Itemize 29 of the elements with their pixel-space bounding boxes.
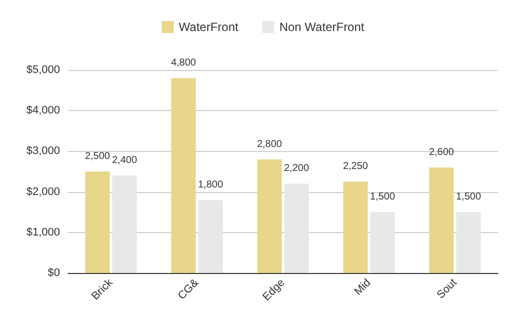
data-label: 2,800 [256,138,282,150]
data-label: 1,800 [198,179,224,190]
legend-label: WaterFront [178,20,239,34]
legend-label: Non WaterFront [279,20,365,34]
bar [112,176,137,273]
bar [284,184,309,273]
bar [171,78,196,273]
bar [370,212,395,273]
data-label: 2,500 [84,151,110,162]
y-tick-label: $5,000 [26,64,60,76]
x-tick-label: Mid [352,276,374,298]
bar [456,212,481,273]
bar [429,167,454,273]
y-tick-label: $4,000 [26,104,60,117]
data-label: 1,500 [370,192,396,203]
data-label: 4,800 [170,58,196,69]
data-label: 1,500 [456,192,482,203]
bar [198,200,223,273]
y-tick-label: $0 [48,267,60,279]
y-tick-label: $2,000 [26,186,60,198]
data-label: 2,400 [112,155,138,166]
y-tick-label: $1,000 [26,226,60,238]
bar [85,172,110,273]
bar [257,159,282,273]
data-label: 2,600 [428,146,454,158]
data-label: 2,250 [342,161,368,172]
bar [343,182,368,273]
y-tick-label: $3,000 [26,145,60,158]
data-label: 2,200 [284,163,310,174]
